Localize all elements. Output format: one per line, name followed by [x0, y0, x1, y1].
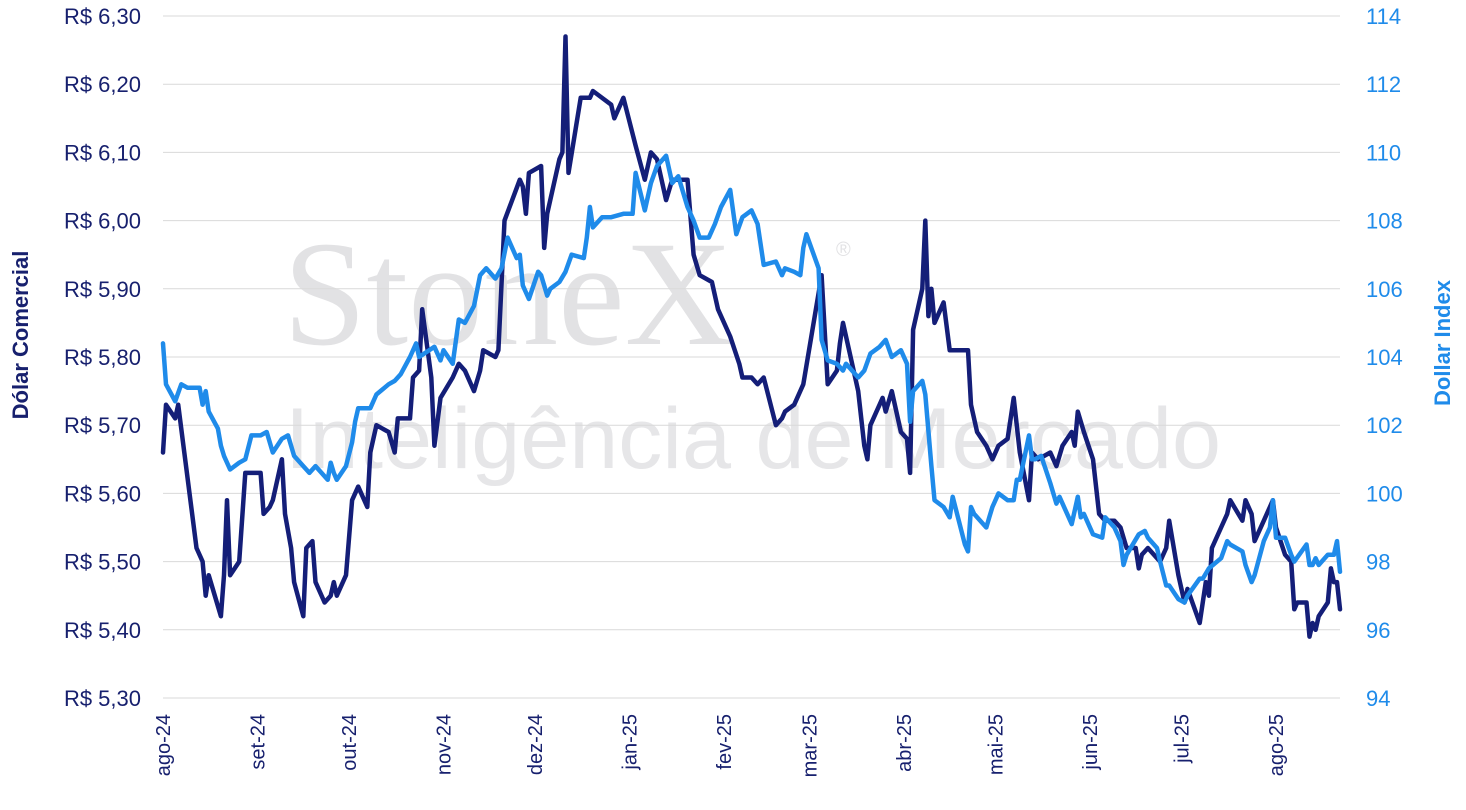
right-tick-label: 96	[1366, 618, 1390, 643]
x-tick-label: jul-25	[1171, 714, 1193, 764]
right-tick-label: 114	[1366, 4, 1401, 29]
x-tick-label: jun-25	[1080, 714, 1102, 771]
right-tick-label: 100	[1366, 481, 1403, 506]
left-tick-label: R$ 5,50	[64, 550, 141, 575]
x-tick-label: set-24	[248, 714, 270, 770]
right-tick-label: 106	[1366, 277, 1403, 302]
left-tick-label: R$ 6,00	[64, 209, 141, 234]
right-tick-label: 94	[1366, 686, 1390, 711]
left-tick-label: R$ 6,30	[64, 4, 141, 29]
right-tick-label: 98	[1366, 550, 1390, 575]
gridlines	[163, 15, 1340, 699]
right-y-axis-ticks: 94 96 98 100 102 104 106 108 110 112 114	[1366, 4, 1403, 711]
right-tick-label: 110	[1366, 140, 1401, 165]
left-tick-label: R$ 6,20	[64, 72, 141, 97]
watermark-registered-mark: ®	[836, 239, 851, 261]
x-tick-label: ago-25	[1266, 714, 1288, 776]
series-line-dolar-comercial	[160, 34, 1343, 639]
right-tick-label: 112	[1366, 72, 1401, 97]
left-tick-label: R$ 6,10	[64, 140, 141, 165]
x-tick-label: dez-24	[525, 714, 547, 775]
right-axis-title: Dollar Index	[1430, 279, 1455, 406]
left-tick-label: R$ 5,60	[64, 481, 141, 506]
x-tick-label: out-24	[339, 714, 361, 771]
series-lines	[160, 34, 1343, 639]
left-y-axis-ticks: R$ 5,30 R$ 5,40 R$ 5,50 R$ 5,60 R$ 5,70 R$ 5,…	[64, 4, 141, 711]
x-tick-label: mar-25	[799, 714, 821, 777]
right-tick-label: 102	[1366, 413, 1403, 438]
x-tick-label: nov-24	[434, 714, 456, 775]
series-line-dollar-index	[160, 153, 1343, 605]
right-tick-label: 104	[1366, 345, 1403, 370]
right-tick-label: 108	[1366, 209, 1403, 234]
left-tick-label: R$ 5,70	[64, 413, 141, 438]
left-tick-label: R$ 5,80	[64, 345, 141, 370]
x-tick-label: mai-25	[985, 714, 1007, 775]
left-tick-label: R$ 5,40	[64, 618, 141, 643]
watermark-tagline: Inteligência de Mercado	[285, 391, 1221, 487]
x-tick-label: jan-25	[620, 714, 642, 771]
left-axis-title: Dólar Comercial	[8, 251, 33, 420]
x-tick-label: fev-25	[714, 714, 736, 770]
left-tick-label: R$ 5,30	[64, 686, 141, 711]
x-tick-label: abr-25	[894, 714, 916, 772]
x-tick-label: ago-24	[153, 714, 175, 776]
x-axis-ticks: ago-24 set-24 out-24 nov-24 dez-24 jan-25 fev-…	[153, 714, 1288, 777]
stonex-watermark: StoneX ® Inteligência de Mercado	[283, 211, 1221, 487]
left-tick-label: R$ 5,90	[64, 277, 141, 302]
